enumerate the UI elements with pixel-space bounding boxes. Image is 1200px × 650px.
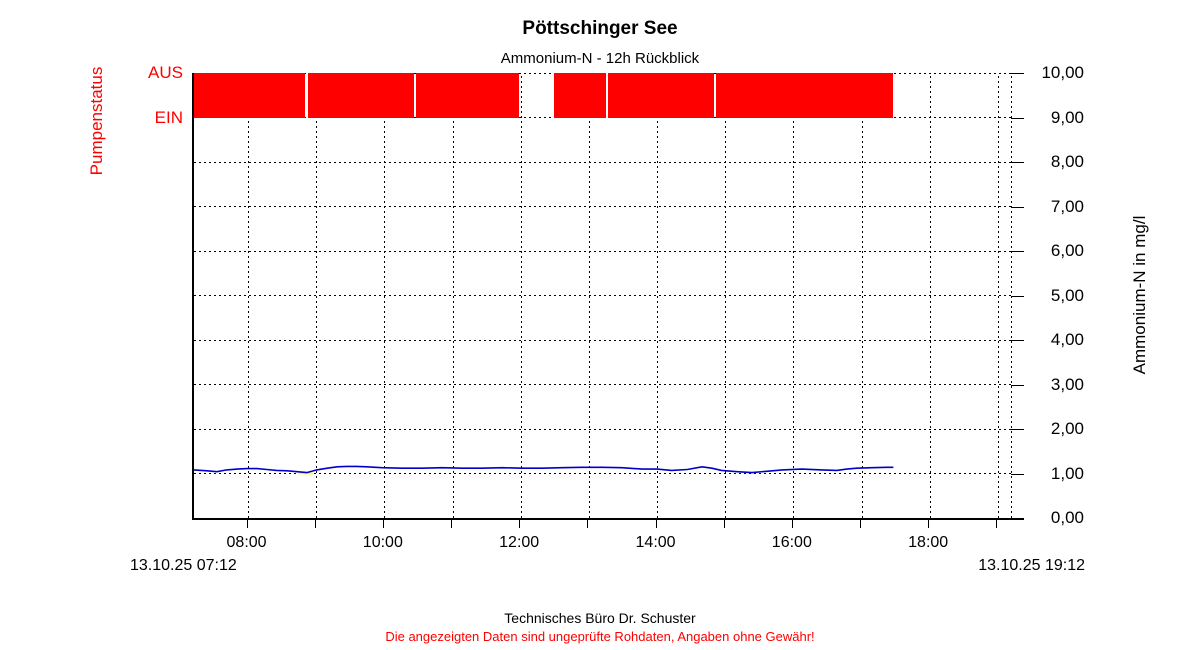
y-tick [1011, 73, 1024, 74]
y-tick-label: 3,00 [1050, 374, 1084, 394]
y-gridline [194, 473, 1012, 474]
y-tick [1011, 473, 1024, 475]
x-gridline [384, 73, 386, 518]
x-gridline [248, 73, 250, 518]
y-tick-label: 4,00 [1050, 330, 1084, 349]
pump-on-segment [194, 73, 305, 118]
y-gridline [194, 161, 1012, 163]
x-tick [246, 519, 248, 528]
x-tick [587, 519, 589, 528]
x-tick-label: 14:00 [635, 534, 676, 551]
x-gridline [657, 73, 659, 518]
y-tick [1011, 340, 1024, 341]
y-tick-label: 9,00 [1050, 107, 1084, 127]
y-tick-label: 2,00 [1050, 419, 1084, 438]
y-tick-label: 7,00 [1050, 196, 1084, 216]
x-gridline [997, 73, 999, 518]
x-gridline [793, 73, 795, 518]
x-tick [451, 519, 453, 528]
pump-tick-aus: AUS [148, 63, 183, 82]
pump-status-axis-title: Pumpenstatus [87, 66, 106, 176]
plot-area [192, 72, 1012, 520]
y-tick-label: 8,00 [1050, 152, 1084, 171]
x-tick-label: 10:00 [362, 534, 403, 551]
y-gridline [194, 117, 1012, 118]
x-gridline [929, 73, 931, 518]
x-tick-label: 12:00 [499, 534, 540, 551]
y-tick [1011, 162, 1024, 163]
x-tick [382, 519, 384, 528]
x-gridline [520, 73, 522, 518]
y-gridline [194, 206, 1012, 207]
x-tick [723, 519, 725, 528]
y-tick-label: 6,00 [1050, 241, 1084, 260]
y-tick [1011, 295, 1024, 297]
y-tick-label: 10,00 [1041, 63, 1084, 82]
series-Ammonium-N [193, 465, 894, 474]
x-gridline [861, 73, 863, 518]
pump-on-segment [715, 73, 893, 118]
series-layer [193, 465, 894, 475]
x-gridline [725, 73, 727, 518]
footer-disclaimer: Die angezeigten Daten sind ungeprüfte Ro… [385, 629, 815, 644]
y-tick [1011, 384, 1024, 386]
y-gridline [194, 428, 1012, 430]
y-gridline [194, 295, 1012, 296]
pump-on-segment [307, 73, 414, 118]
x-axis-extension [1010, 518, 1024, 520]
x-tick [791, 519, 793, 528]
x-tick-label: 16:00 [771, 534, 812, 551]
y-tick-label: 0,00 [1050, 508, 1084, 527]
pump-tick-ein: EIN [154, 108, 183, 127]
y-gridline [194, 250, 1012, 252]
x-tick-label: 08:00 [226, 534, 267, 551]
x-axis-end-datetime: 13.10.25 19:12 [978, 557, 1085, 574]
pump-on-segment [607, 73, 714, 118]
page-title: Pöttschinger See [522, 18, 678, 39]
x-tick [314, 519, 316, 528]
x-tick [860, 519, 862, 528]
y-gridline [194, 339, 1012, 341]
right-axis-title: Ammonium-N in mg/l [1130, 215, 1149, 375]
x-axis-start-datetime: 13.10.25 07:12 [130, 557, 237, 574]
x-gridline [452, 73, 454, 518]
y-tick [1011, 206, 1024, 208]
x-tick [519, 519, 521, 528]
x-tick-label: 18:00 [908, 534, 949, 551]
x-gridline [316, 73, 318, 518]
chart-subtitle: Ammonium-N - 12h Rückblick [500, 50, 700, 67]
y-tick-label: 1,00 [1050, 463, 1084, 483]
footer-company: Technisches Büro Dr. Schuster [504, 610, 696, 626]
x-tick [996, 519, 998, 528]
y-tick [1011, 429, 1024, 430]
x-gridline [588, 73, 590, 518]
x-tick [655, 519, 657, 528]
y-gridline [194, 384, 1012, 385]
y-tick-label: 5,00 [1050, 285, 1084, 305]
pump-on-segment [416, 73, 519, 118]
y-tick [1011, 117, 1024, 119]
x-tick [928, 519, 930, 528]
y-tick [1011, 251, 1024, 252]
pump-on-segment [554, 73, 607, 118]
